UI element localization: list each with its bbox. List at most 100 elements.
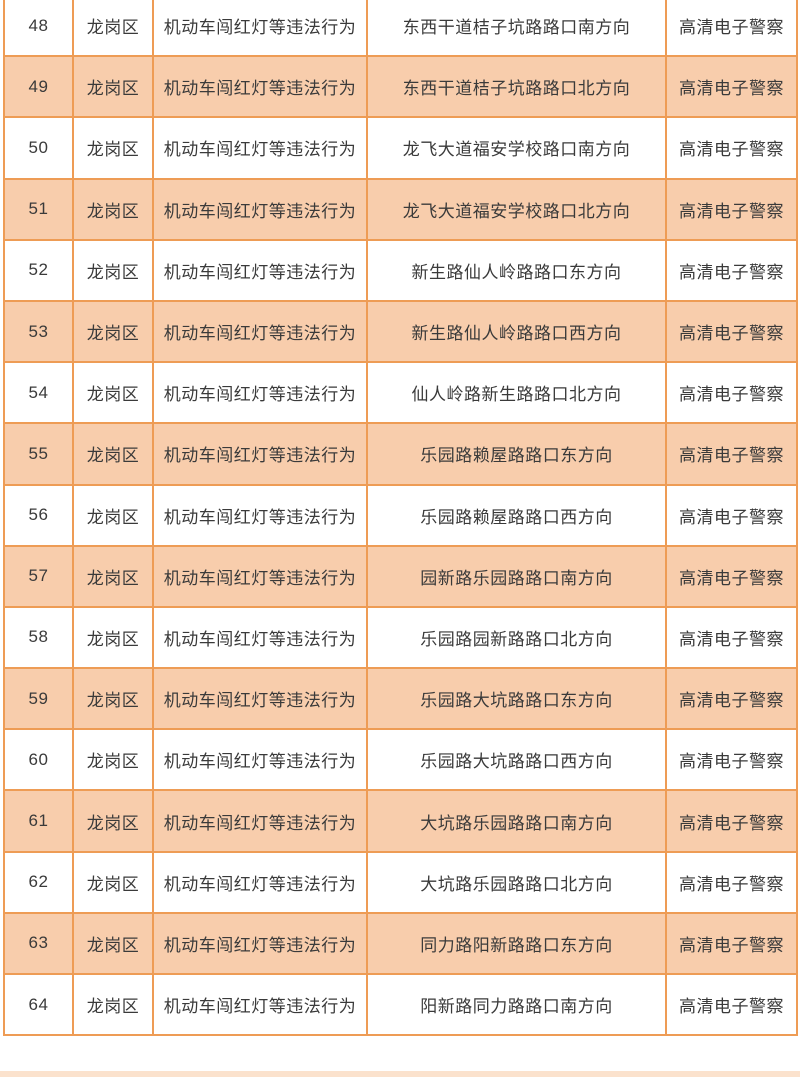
district-cell: 龙岗区 <box>72 972 154 1037</box>
violation-type-cell: 机动车闯红灯等违法行为 <box>152 299 368 364</box>
row-number-cell: 51 <box>3 177 74 241</box>
device-type-cell: 高清电子警察 <box>665 728 798 792</box>
bottom-edge-strip <box>0 1071 800 1077</box>
location-cell: 东西干道桔子坑路路口北方向 <box>366 55 667 119</box>
device-type-cell: 高清电子警察 <box>665 0 798 58</box>
location-cell: 东西干道桔子坑路路口南方向 <box>366 0 667 58</box>
table-row: 56 龙岗区 机动车闯红灯等违法行为 乐园路赖屋路路口西方向 高清电子警察 <box>3 483 798 547</box>
row-number-cell: 56 <box>3 483 74 547</box>
violation-type-cell: 机动车闯红灯等违法行为 <box>152 361 368 425</box>
table-row: 62 龙岗区 机动车闯红灯等违法行为 大坑路乐园路路口北方向 高清电子警察 <box>3 850 798 914</box>
location-cell: 乐园路赖屋路路口东方向 <box>366 422 667 486</box>
table-row: 57 龙岗区 机动车闯红灯等违法行为 园新路乐园路路口南方向 高清电子警察 <box>3 544 798 608</box>
device-type-cell: 高清电子警察 <box>665 483 798 547</box>
district-cell: 龙岗区 <box>72 911 154 976</box>
device-type-cell: 高清电子警察 <box>665 238 798 302</box>
location-cell: 仙人岭路新生路路口北方向 <box>366 361 667 425</box>
row-number-cell: 59 <box>3 667 74 731</box>
violation-type-cell: 机动车闯红灯等违法行为 <box>152 850 368 914</box>
row-number-cell: 53 <box>3 299 74 364</box>
device-type-cell: 高清电子警察 <box>665 361 798 425</box>
violation-type-cell: 机动车闯红灯等违法行为 <box>152 544 368 608</box>
violation-type-cell: 机动车闯红灯等违法行为 <box>152 483 368 547</box>
row-number-cell: 61 <box>3 789 74 853</box>
violation-type-cell: 机动车闯红灯等违法行为 <box>152 177 368 241</box>
table-row: 61 龙岗区 机动车闯红灯等违法行为 大坑路乐园路路口南方向 高清电子警察 <box>3 789 798 853</box>
table-row: 60 龙岗区 机动车闯红灯等违法行为 乐园路大坑路路口西方向 高清电子警察 <box>3 728 798 792</box>
district-cell: 龙岗区 <box>72 422 154 486</box>
district-cell: 龙岗区 <box>72 789 154 853</box>
row-number-cell: 54 <box>3 361 74 425</box>
table-row: 51 龙岗区 机动车闯红灯等违法行为 龙飞大道福安学校路口北方向 高清电子警察 <box>3 177 798 241</box>
row-number-cell: 55 <box>3 422 74 486</box>
device-type-cell: 高清电子警察 <box>665 667 798 731</box>
table-row: 59 龙岗区 机动车闯红灯等违法行为 乐园路大坑路路口东方向 高清电子警察 <box>3 667 798 731</box>
device-type-cell: 高清电子警察 <box>665 972 798 1037</box>
location-cell: 新生路仙人岭路路口东方向 <box>366 238 667 302</box>
district-cell: 龙岗区 <box>72 667 154 731</box>
device-type-cell: 高清电子警察 <box>665 55 798 119</box>
violation-type-cell: 机动车闯红灯等违法行为 <box>152 0 368 58</box>
location-cell: 大坑路乐园路路口南方向 <box>366 789 667 853</box>
row-number-cell: 58 <box>3 605 74 670</box>
district-cell: 龙岗区 <box>72 605 154 670</box>
violation-type-cell: 机动车闯红灯等违法行为 <box>152 422 368 486</box>
district-cell: 龙岗区 <box>72 544 154 608</box>
location-cell: 大坑路乐园路路口北方向 <box>366 850 667 914</box>
violation-type-cell: 机动车闯红灯等违法行为 <box>152 911 368 976</box>
location-cell: 园新路乐园路路口南方向 <box>366 544 667 608</box>
device-type-cell: 高清电子警察 <box>665 605 798 670</box>
location-cell: 乐园路赖屋路路口西方向 <box>366 483 667 547</box>
location-cell: 龙飞大道福安学校路口北方向 <box>366 177 667 241</box>
violation-type-cell: 机动车闯红灯等违法行为 <box>152 605 368 670</box>
district-cell: 龙岗区 <box>72 116 154 180</box>
row-number-cell: 48 <box>3 0 74 58</box>
table-row: 50 龙岗区 机动车闯红灯等违法行为 龙飞大道福安学校路口南方向 高清电子警察 <box>3 116 798 180</box>
device-type-cell: 高清电子警察 <box>665 789 798 853</box>
device-type-cell: 高清电子警察 <box>665 911 798 976</box>
table-row: 52 龙岗区 机动车闯红灯等违法行为 新生路仙人岭路路口东方向 高清电子警察 <box>3 238 798 302</box>
district-cell: 龙岗区 <box>72 850 154 914</box>
location-cell: 新生路仙人岭路路口西方向 <box>366 299 667 364</box>
camera-table-body: 48 龙岗区 机动车闯红灯等违法行为 东西干道桔子坑路路口南方向 高清电子警察 49 龙岗区… <box>3 0 798 1037</box>
row-number-cell: 57 <box>3 544 74 608</box>
violation-type-cell: 机动车闯红灯等违法行为 <box>152 972 368 1037</box>
table-row: 48 龙岗区 机动车闯红灯等违法行为 东西干道桔子坑路路口南方向 高清电子警察 <box>3 0 798 58</box>
location-cell: 乐园路大坑路路口东方向 <box>366 667 667 731</box>
row-number-cell: 63 <box>3 911 74 976</box>
violation-type-cell: 机动车闯红灯等违法行为 <box>152 789 368 853</box>
table-row: 53 龙岗区 机动车闯红灯等违法行为 新生路仙人岭路路口西方向 高清电子警察 <box>3 299 798 364</box>
device-type-cell: 高清电子警察 <box>665 177 798 241</box>
district-cell: 龙岗区 <box>72 55 154 119</box>
violation-type-cell: 机动车闯红灯等违法行为 <box>152 116 368 180</box>
location-cell: 乐园路大坑路路口西方向 <box>366 728 667 792</box>
district-cell: 龙岗区 <box>72 361 154 425</box>
device-type-cell: 高清电子警察 <box>665 299 798 364</box>
device-type-cell: 高清电子警察 <box>665 850 798 914</box>
table-row: 49 龙岗区 机动车闯红灯等违法行为 东西干道桔子坑路路口北方向 高清电子警察 <box>3 55 798 119</box>
location-cell: 乐园路园新路路口北方向 <box>366 605 667 670</box>
table-row: 63 龙岗区 机动车闯红灯等违法行为 同力路阳新路路口东方向 高清电子警察 <box>3 911 798 976</box>
row-number-cell: 52 <box>3 238 74 302</box>
district-cell: 龙岗区 <box>72 177 154 241</box>
device-type-cell: 高清电子警察 <box>665 544 798 608</box>
district-cell: 龙岗区 <box>72 238 154 302</box>
location-cell: 龙飞大道福安学校路口南方向 <box>366 116 667 180</box>
device-type-cell: 高清电子警察 <box>665 116 798 180</box>
row-number-cell: 50 <box>3 116 74 180</box>
row-number-cell: 49 <box>3 55 74 119</box>
device-type-cell: 高清电子警察 <box>665 422 798 486</box>
row-number-cell: 60 <box>3 728 74 792</box>
table-row: 64 龙岗区 机动车闯红灯等违法行为 阳新路同力路路口南方向 高清电子警察 <box>3 972 798 1037</box>
row-number-cell: 64 <box>3 972 74 1037</box>
district-cell: 龙岗区 <box>72 0 154 58</box>
violation-type-cell: 机动车闯红灯等违法行为 <box>152 238 368 302</box>
district-cell: 龙岗区 <box>72 483 154 547</box>
table-row: 54 龙岗区 机动车闯红灯等违法行为 仙人岭路新生路路口北方向 高清电子警察 <box>3 361 798 425</box>
row-number-cell: 62 <box>3 850 74 914</box>
district-cell: 龙岗区 <box>72 728 154 792</box>
violation-type-cell: 机动车闯红灯等违法行为 <box>152 55 368 119</box>
violation-type-cell: 机动车闯红灯等违法行为 <box>152 667 368 731</box>
violation-type-cell: 机动车闯红灯等违法行为 <box>152 728 368 792</box>
